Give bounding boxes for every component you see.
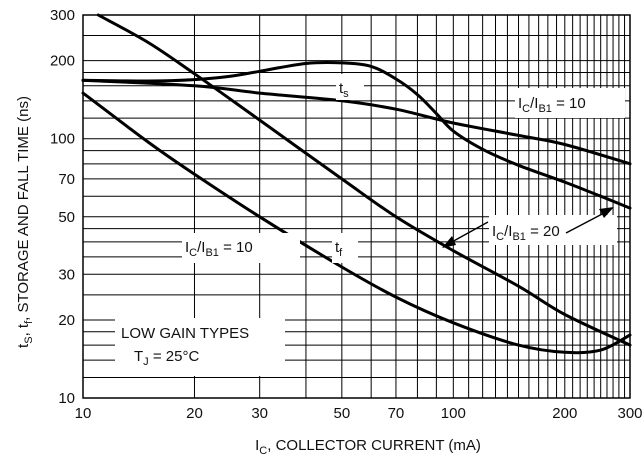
y-tick-label: 200 bbox=[50, 53, 75, 70]
ratio-top-label: IC/IB1 = 10 bbox=[518, 95, 586, 115]
ratio-mid-bg bbox=[489, 215, 617, 245]
y-tick-label: 50 bbox=[58, 209, 75, 226]
series-line-1 bbox=[81, 60, 632, 210]
tf-label: tf bbox=[335, 239, 343, 259]
x-tick-label: 10 bbox=[75, 405, 92, 422]
y-tick-label: 100 bbox=[50, 131, 75, 148]
x-tick-label: 100 bbox=[441, 405, 466, 422]
ratio-mid-label: IC/IB1 = 20 bbox=[492, 223, 560, 243]
tf-label-bg bbox=[332, 233, 358, 263]
tj-label: TJ = 25°C bbox=[134, 348, 199, 368]
y-axis-label: tS, tf, STORAGE AND FALL TIME (ns) bbox=[15, 96, 35, 348]
y-tick-label: 10 bbox=[58, 390, 75, 407]
series-group bbox=[81, 13, 632, 355]
gain-type-label: LOW GAIN TYPES bbox=[121, 325, 249, 342]
x-tick-label: 300 bbox=[617, 405, 642, 422]
gain-box-bg bbox=[115, 318, 285, 376]
x-tick-label: 50 bbox=[333, 405, 350, 422]
ratio-left-label: IC/IB1 = 10 bbox=[185, 239, 253, 259]
ratio-left-bg bbox=[182, 233, 300, 263]
tick-labels: 10 20 30 50 70 100 200 300 10 20 30 50 70 100 200 300 bbox=[50, 7, 643, 422]
series-line-4 bbox=[81, 91, 632, 355]
series-line-2 bbox=[81, 78, 632, 166]
y-tick-label: 70 bbox=[58, 171, 75, 188]
x-tick-label: 30 bbox=[251, 405, 268, 422]
x-tick-label: 70 bbox=[388, 405, 405, 422]
ts-label: ts bbox=[339, 80, 349, 100]
series-line-3 bbox=[96, 13, 632, 347]
arrow-ratio-20-left bbox=[442, 221, 489, 248]
ts-label-bg bbox=[336, 74, 364, 100]
y-tick-label: 300 bbox=[50, 7, 75, 24]
x-axis-label: IC, COLLECTOR CURRENT (mA) bbox=[255, 437, 481, 457]
x-tick-label: 20 bbox=[186, 405, 203, 422]
y-tick-label: 20 bbox=[58, 312, 75, 329]
arrow-ratio-20-right bbox=[565, 207, 614, 234]
y-tick-label: 30 bbox=[58, 266, 75, 283]
ratio-top-bg bbox=[515, 88, 625, 118]
x-tick-label: 200 bbox=[552, 405, 577, 422]
